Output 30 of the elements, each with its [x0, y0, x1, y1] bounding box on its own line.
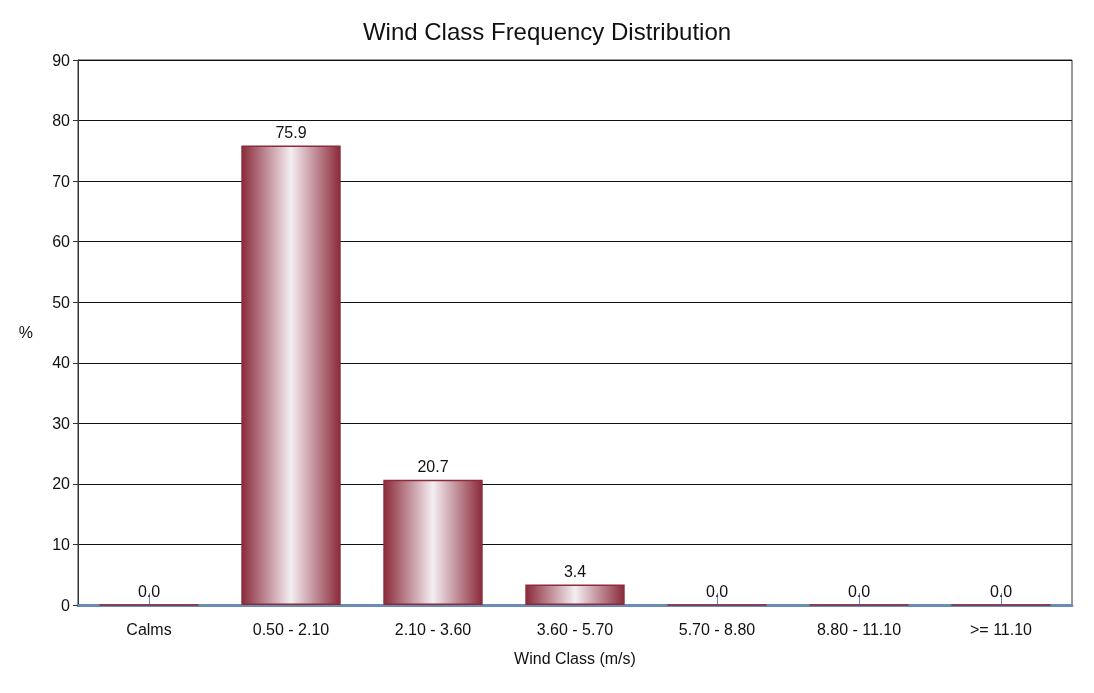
- data-label: 0.0: [705, 582, 729, 600]
- y-tick-label: 40: [52, 354, 71, 372]
- data-label: 0.0: [847, 582, 871, 600]
- x-tick-label: 2.10 - 3.60: [394, 620, 472, 638]
- x-axis-title: Wind Class (m/s): [514, 649, 636, 667]
- x-tick-label: 3.60 - 5.70: [536, 620, 614, 638]
- bar: [241, 145, 341, 605]
- y-tick-label: 60: [52, 233, 71, 251]
- y-tick-label: 70: [52, 172, 71, 190]
- y-tick-label: 50: [52, 293, 71, 311]
- x-tick-label: 0.50 - 2.10: [252, 620, 330, 638]
- data-label: 20.7: [417, 458, 449, 476]
- y-tick-label: 10: [52, 535, 71, 553]
- y-tick-label: 0: [61, 596, 71, 614]
- bar: [383, 479, 483, 605]
- data-label: 0.0: [989, 582, 1013, 600]
- y-tick-label: 30: [52, 414, 71, 432]
- chart-title: Wind Class Frequency Distribution: [362, 17, 732, 45]
- x-tick-label: >= 11.10: [970, 620, 1033, 638]
- x-tick-label: Calms: [126, 620, 172, 638]
- y-tick-label: 90: [52, 51, 71, 69]
- x-tick-label: 8.80 - 11.10: [816, 620, 902, 638]
- y-tick-label: 80: [52, 112, 71, 130]
- x-tick-label: 5.70 - 8.80: [678, 620, 756, 638]
- data-label: 3.4: [563, 562, 587, 580]
- y-axis-title: %: [18, 324, 33, 341]
- data-label: 75.9: [275, 123, 307, 141]
- data-label: 0.0: [137, 582, 161, 600]
- bar: [525, 584, 625, 605]
- y-tick-label: 20: [52, 475, 71, 493]
